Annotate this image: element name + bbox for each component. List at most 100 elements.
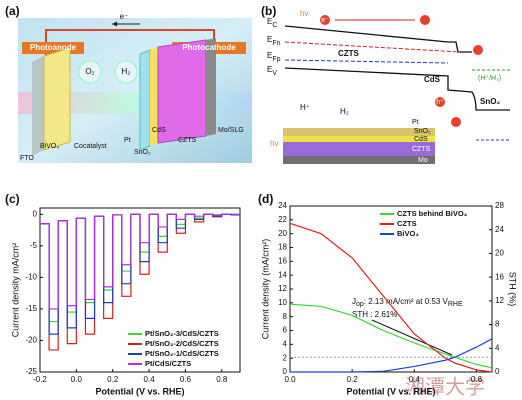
hv-label: hν [300,9,308,18]
plot-frame [289,205,493,373]
watermark: 湘潭大学 [405,375,485,398]
layer-label: BiVO₄ [40,143,59,150]
layer-label: SnO₂ [134,149,151,156]
y2-tick-label: 4 [495,343,500,352]
y-tick-label: 10 [278,298,287,307]
chart: 0.0 0.2 0.4 0.60246810121416182022240481216… [260,201,517,396]
czts-label: CZTS [338,49,360,58]
legend-label: Pt/CdS/CZTS [145,359,191,368]
y-tick-label: 6 [283,326,288,335]
y-tick-label: 0 [33,209,38,218]
inset-sno2 [283,128,435,136]
y-tick-label: 0 [283,367,288,376]
electron [320,15,330,25]
inset-cds [283,136,435,142]
legend-label: Pt/SnO₂-3/CdS/CZTS [145,329,219,338]
sno2-label: SnO₂ [480,97,500,106]
panel-label: (b) [261,4,276,18]
layer-label: FTO [20,155,34,162]
panel-label: (d) [258,192,273,206]
y-tick-label: -20 [25,336,37,345]
x-tick-label: 0.8 [216,375,228,384]
annotation-text: Jop: 2.13 mA/cm² at 0.53 VRHE [352,297,463,308]
fto-layer [32,56,44,156]
cds-label: CdS [424,75,441,84]
inset-label: CZTS [412,146,431,153]
x-tick-label: 0.4 [409,375,421,384]
layer-label: Cocatalyst [74,143,107,150]
electron-label: e⁻ [120,12,129,21]
h2-label: H₂ [122,67,131,76]
mo-layer [206,38,216,136]
y-tick-label: -5 [30,241,38,250]
y2-tick-label: 12 [495,296,504,305]
y-axis-label: Current density (mA/cm²) [260,239,270,340]
inset-mo [283,156,435,164]
x-tick-label: 0.6 [180,375,192,384]
fermi-n [284,41,461,53]
layer-label: CdS [152,127,166,134]
electron-label: e⁻ [321,17,329,24]
y-tick-label: 16 [278,256,287,265]
panel-label: (c) [5,192,20,206]
inset-hv-label: hν [270,139,278,148]
inset-label: Pt [412,119,419,126]
y2-tick-label: 20 [495,249,504,258]
y-tick-label: 20 [278,229,287,238]
inset-label: H₂ [340,107,349,116]
x-axis-label: Potential (V vs. RHE) [95,386,184,396]
x-tick-label: 0.0 [71,375,83,384]
plot-frame [39,207,241,373]
o2-bubble [78,60,102,84]
legend-label: CZTS behind BiVO₄ [397,209,468,218]
conduction-band [284,25,449,43]
y-tick-label: -10 [25,272,37,281]
x-tick-label: -0.2 [33,375,47,384]
y-axis-label: Current density mA/cm² [10,243,20,338]
y-tick-label: 8 [283,312,288,321]
y2-tick-label: 0 [495,367,500,376]
annotation-arrow [371,319,453,356]
o2-label: O₂ [85,67,94,76]
valence-band [284,67,510,111]
y-tick-label: 12 [278,284,287,293]
series-line [289,303,493,369]
panel-label: (a) [5,4,20,18]
y-tick-label: 14 [278,270,287,279]
conduction-band [448,41,472,53]
inset-label: CdS [414,136,428,143]
legend-label: CZTS [397,219,417,228]
layer-label: Mo/SLG [218,127,244,134]
layer-label: Pt [124,137,131,144]
x-axis-label: Potential (V vs. RHE) [346,386,435,396]
band-label: EC [267,17,277,29]
y-tick-label: 24 [278,201,287,210]
y-tick-label: 22 [278,215,287,224]
band-label: EFn [267,35,281,47]
band-label: EV [267,65,277,77]
panel-a: (a) e⁻ Photoanode Photocathode O₂ H₂ FTO… [5,4,252,163]
arrowhead [112,21,117,27]
x-tick-label: 0.2 [107,375,119,384]
y-tick-label: -25 [25,367,37,376]
series-line [290,338,493,373]
y2-tick-label: 24 [495,225,504,234]
band-label: EFp [267,51,281,63]
pt-sno2-layer [139,49,151,151]
series-line [289,222,493,373]
bivo4-layer [43,47,71,151]
h2-bubble [114,60,138,84]
electron [473,45,483,55]
hole-label: h⁺ [436,98,444,106]
y-tick-label: 4 [283,339,288,348]
y-tick-label: 2 [283,353,288,362]
legend-label: BiVO₄ [397,229,419,238]
hole [451,117,461,127]
layer-label: CZTS [178,137,197,144]
electron [420,15,430,25]
y2-tick-label: 28 [495,201,504,210]
annotation-text: STH : 2.61% [352,310,397,319]
annotation: Jop: 2.13 mA/cm² at 0.53 VRHE STH : 2.61… [352,297,463,356]
legend-label: Pt/SnO₂-1/CdS/CZTS [145,349,219,358]
